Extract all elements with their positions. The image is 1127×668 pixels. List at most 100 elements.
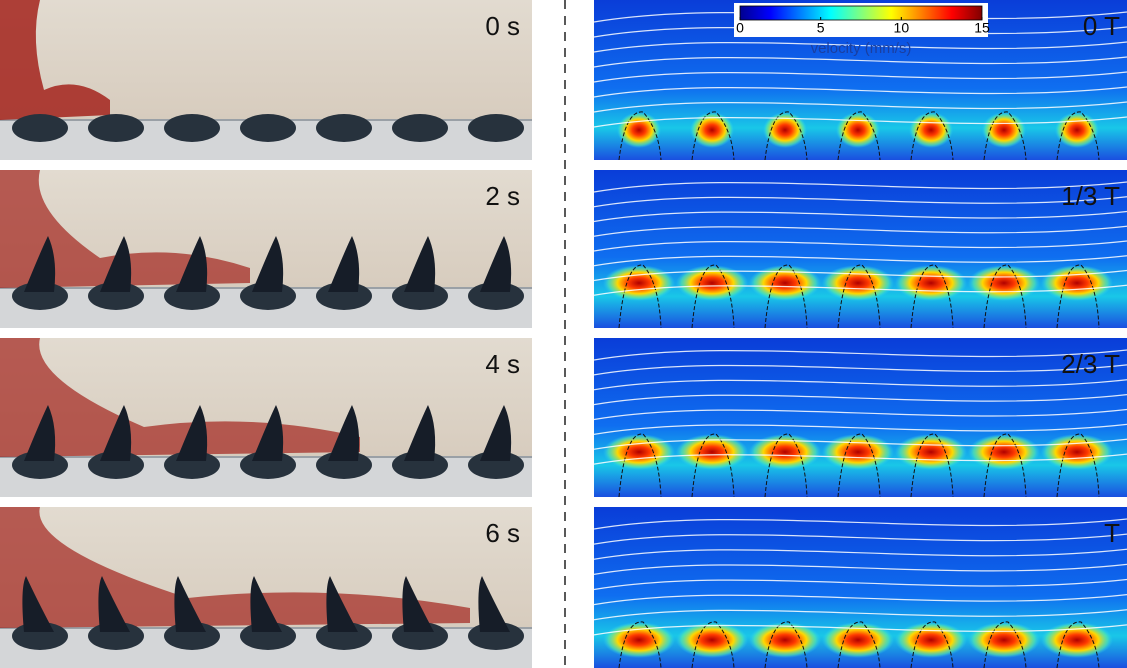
streamline [593, 364, 1127, 376]
velocity-hotspot [676, 434, 748, 470]
phase-label: 1/3 T [1061, 181, 1120, 211]
streamline [593, 563, 1127, 575]
cilium [328, 405, 360, 461]
streamline [593, 518, 1127, 530]
cilium [328, 236, 360, 292]
velocity-hotspot [822, 265, 894, 301]
phase-label: 2/3 T [1061, 349, 1120, 379]
streamline [593, 240, 1127, 252]
velocity-hotspot [968, 434, 1040, 470]
velocity-hotspot [749, 434, 821, 470]
cilium-outline [764, 111, 808, 161]
colorbar [739, 5, 983, 21]
cilium-outline [764, 264, 808, 329]
velocity-hotspot [749, 265, 821, 301]
cilium [100, 405, 132, 461]
simulation-panel: 1/3 T [593, 170, 1127, 329]
streamline [593, 533, 1127, 545]
cilium [402, 576, 434, 632]
cilium-outline [618, 111, 662, 161]
streamline [593, 56, 1127, 68]
dome [164, 114, 220, 142]
velocity-hotspot [968, 265, 1040, 301]
cilium [404, 405, 436, 461]
streamline [593, 181, 1127, 193]
velocity-hotspot [895, 622, 967, 658]
streamline [593, 210, 1127, 223]
cilium-outline [983, 621, 1027, 668]
velocity-hotspot [603, 434, 675, 470]
cilium-outline [764, 621, 808, 668]
cilium [176, 236, 208, 292]
streamline [593, 225, 1127, 237]
streamline [593, 101, 1127, 113]
streamline [593, 438, 1127, 450]
cilium-outline [837, 621, 881, 668]
cilium [478, 576, 510, 632]
velocity-hotspot [603, 265, 675, 301]
flow-field [594, 338, 1127, 497]
dome [240, 114, 296, 142]
cilium-outline [837, 264, 881, 329]
photo-panel: 2 s [0, 170, 532, 328]
velocity-hotspot [676, 265, 748, 301]
cilium-outline [910, 433, 954, 498]
cilium-outline [1056, 621, 1100, 668]
streamline [593, 379, 1127, 391]
cilium-outline [837, 433, 881, 498]
velocity-hotspot [968, 622, 1040, 658]
cilium [176, 405, 208, 461]
cilium-outline [1056, 433, 1100, 498]
cilium-outline [764, 433, 808, 498]
dome [392, 114, 448, 142]
cilium [480, 236, 512, 292]
cilium-outline [983, 264, 1027, 329]
dye [0, 170, 250, 288]
dye [0, 0, 110, 120]
streamline [593, 548, 1127, 560]
streamline [593, 349, 1127, 361]
cilium-outline [910, 621, 954, 668]
streamline [593, 71, 1127, 83]
cilium [326, 576, 358, 632]
cilium-outline [983, 433, 1027, 498]
dome [88, 114, 144, 142]
velocity-hotspot [749, 622, 821, 658]
time-label: 6 s [485, 518, 520, 548]
photo-panel: 4 s [0, 338, 532, 497]
cilium-outline [618, 433, 662, 498]
streamline [593, 609, 1127, 621]
dome [316, 114, 372, 142]
velocity-hotspot [822, 622, 894, 658]
velocity-hotspot [676, 622, 748, 658]
time-label: 4 s [485, 349, 520, 379]
streamline [593, 394, 1127, 406]
cilium-outline [837, 111, 881, 161]
cilium [24, 405, 56, 461]
cilium [24, 236, 56, 292]
dome [468, 114, 524, 142]
simulation-panel: T [593, 507, 1127, 668]
streamline [593, 624, 1127, 636]
photo-panel: 0 s [0, 0, 532, 160]
time-label: 0 s [485, 11, 520, 41]
cilium [480, 405, 512, 461]
streamline [593, 284, 1127, 296]
cilium-outline [691, 433, 735, 498]
cilium [252, 236, 284, 292]
velocity-hotspot [895, 434, 967, 470]
cilium-outline [983, 111, 1027, 161]
colorbar-tick-label: 0 [736, 20, 744, 36]
phase-label: 0 T [1083, 11, 1120, 41]
colorbar-title: velocity (mm/s) [811, 40, 912, 57]
colorbar-tick-label: 5 [817, 20, 825, 36]
velocity-hotspot [1041, 265, 1113, 301]
cilium-outline [1056, 111, 1100, 161]
velocity-hotspot [822, 434, 894, 470]
phase-label: T [1104, 518, 1120, 548]
cilium [252, 405, 284, 461]
cilium-outline [1056, 264, 1100, 329]
velocity-hotspot [1041, 434, 1113, 470]
streamline [593, 269, 1127, 282]
